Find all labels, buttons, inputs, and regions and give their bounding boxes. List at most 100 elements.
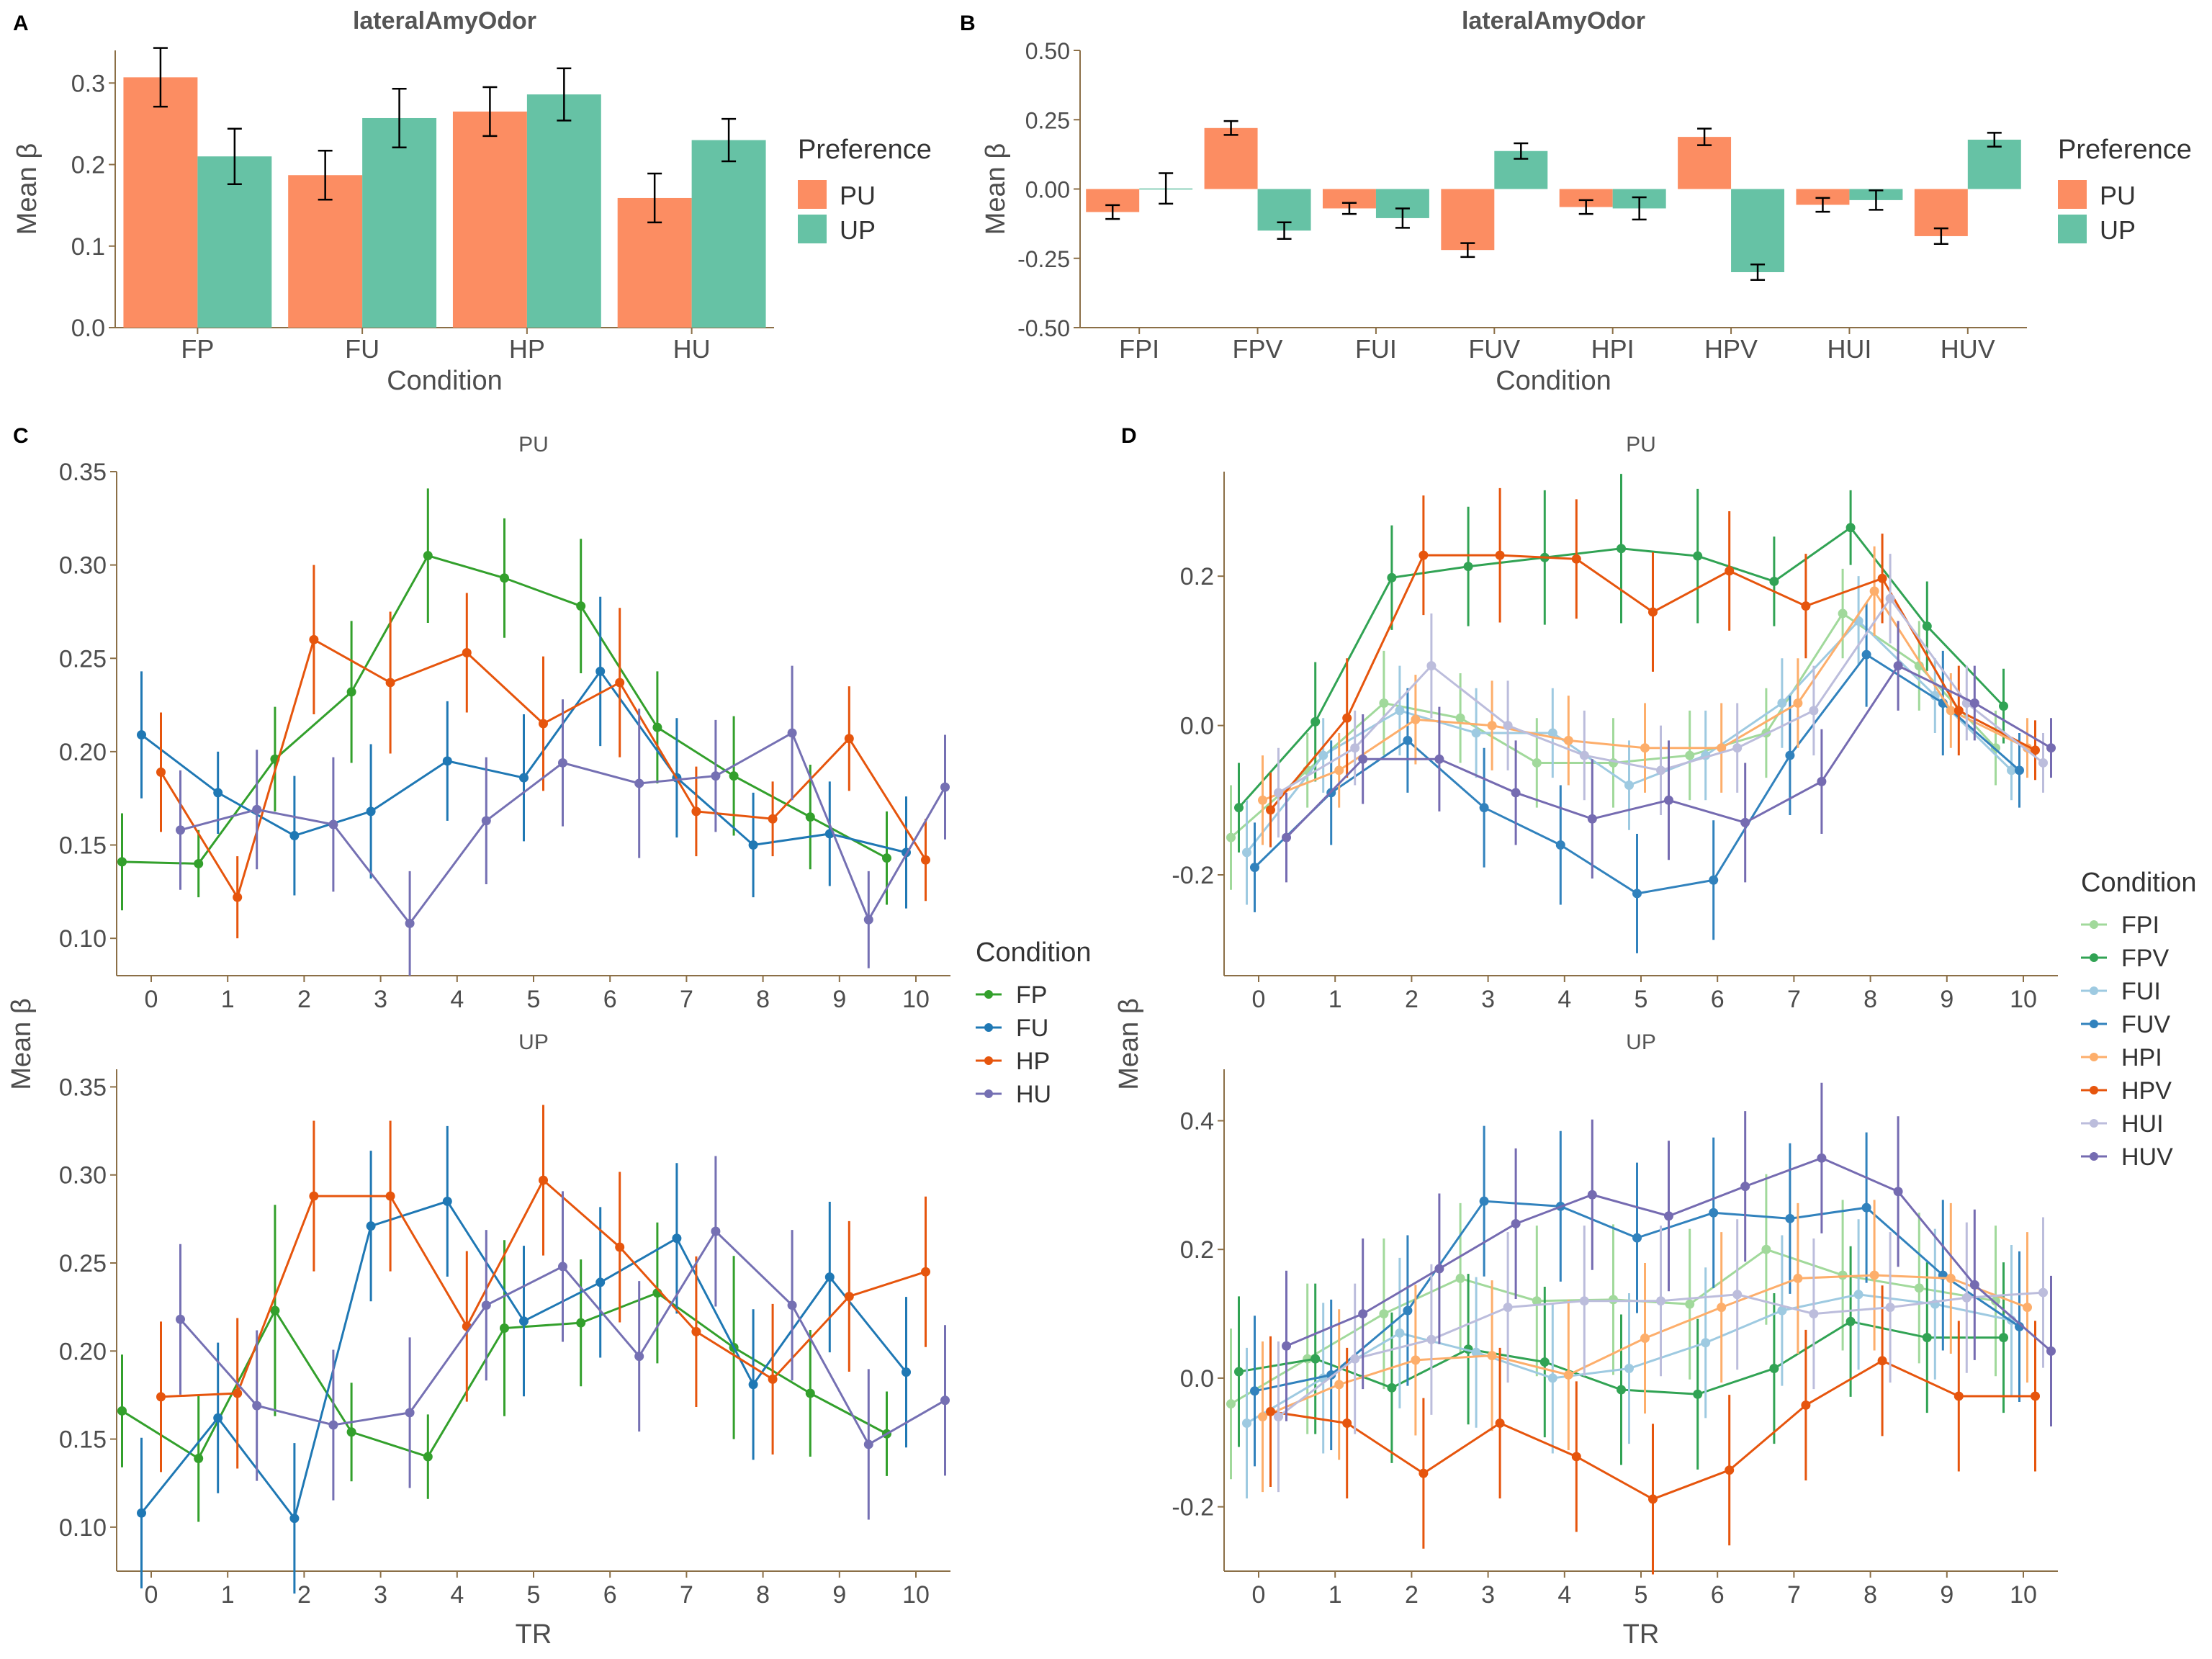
x-tick-label: 4 [1557, 986, 1571, 1013]
point-HUI [2038, 757, 2048, 768]
bar-UP-HU [691, 140, 766, 328]
legend-D-label: FPI [2121, 912, 2159, 939]
x-tick-label: 0 [145, 986, 158, 1013]
x-tick-label: 3 [374, 986, 387, 1013]
point-HUV [1664, 1211, 1673, 1221]
x-tick-label: 9 [832, 1581, 846, 1609]
chart-C-PU-ytick-label: 0.25 [59, 645, 107, 673]
x-tick-label: 6 [603, 1581, 617, 1609]
point-HPI [1258, 1412, 1267, 1422]
legend-D-label: HPI [2121, 1044, 2162, 1071]
facet-label: UP [1626, 1030, 1656, 1054]
point-FUV [1250, 863, 1259, 873]
panel-label-c: C [13, 424, 29, 448]
legend-A-label: PU [840, 181, 876, 210]
point-HP [156, 1392, 166, 1402]
x-tick-label: 10 [2010, 1581, 2037, 1609]
point-HPI [1487, 721, 1497, 731]
x-tick-label: HUI [1827, 334, 1871, 364]
legend-D-label: HPV [2121, 1077, 2172, 1105]
point-HUV [1969, 698, 1979, 708]
legend-D-key-dot-HPV [2090, 1086, 2098, 1094]
legend-D-label: FUI [2121, 978, 2161, 1005]
x-tick-label: 7 [1787, 986, 1801, 1013]
point-FP [346, 1427, 356, 1437]
point-HPI [1793, 1273, 1803, 1283]
point-HU [634, 1352, 644, 1362]
x-tick-label: 5 [527, 986, 541, 1013]
x-tick-label: 4 [450, 1581, 464, 1609]
point-FUI [1471, 1347, 1481, 1357]
x-tick-label: 2 [297, 986, 311, 1013]
chart-C-PU-ytick-label: 0.15 [59, 832, 107, 860]
x-tick-label: 7 [1787, 1581, 1801, 1609]
point-HU [787, 1300, 797, 1310]
point-FPV [1999, 701, 2008, 711]
point-FUV [1632, 1233, 1642, 1243]
point-HU [405, 918, 415, 928]
point-FPI [1226, 1399, 1236, 1409]
x-tick-label: 7 [680, 1581, 693, 1609]
point-HPV [1954, 1391, 1964, 1401]
point-HUI [1961, 1292, 1972, 1303]
chart-C-PU-ytick-label: 0.30 [59, 552, 107, 580]
point-FUI [1701, 1338, 1711, 1348]
point-HP [921, 855, 930, 865]
point-HPI [1640, 743, 1650, 753]
point-HUV [1282, 1341, 1291, 1351]
point-FU [748, 840, 758, 850]
panel-label-b: B [960, 12, 976, 35]
point-HPI [1334, 765, 1344, 775]
point-HP [768, 1374, 778, 1384]
chart-B-ytick-label: -0.25 [1017, 246, 1070, 272]
legend-D-key-dot-FUI [2090, 986, 2098, 995]
point-FUI [1930, 691, 1940, 701]
point-HPV [1342, 1418, 1352, 1428]
point-HU [940, 782, 950, 792]
point-FUV [1861, 1202, 1871, 1213]
point-FP [576, 1318, 586, 1328]
legend-D-key-dot-HUV [2090, 1152, 2098, 1161]
point-FU [366, 806, 376, 817]
point-HPV [1877, 573, 1887, 583]
point-HP [385, 1191, 395, 1201]
point-HUV [1358, 754, 1368, 764]
x-tick-label: 8 [756, 1581, 770, 1609]
point-HP [768, 814, 778, 824]
point-FUI [1547, 1373, 1557, 1383]
point-HUI [1885, 593, 1895, 603]
x-tick-label: HPI [1591, 334, 1635, 364]
point-HP [539, 719, 548, 729]
point-FP [729, 771, 739, 781]
point-FUI [1547, 728, 1557, 738]
point-HP [844, 1291, 854, 1301]
point-FUV [1403, 1305, 1413, 1316]
point-FUI [1318, 750, 1328, 760]
chart-D-UP-ytick-label: -0.2 [1172, 1494, 1214, 1521]
point-FU [442, 756, 452, 766]
point-HP [156, 767, 166, 777]
x-tick-label: 9 [1940, 986, 1954, 1013]
point-FU [213, 788, 223, 798]
legend-D-label: FPV [2121, 945, 2169, 972]
point-FU [902, 1367, 911, 1377]
x-tick-label: 8 [1863, 1581, 1877, 1609]
point-HPV [1495, 550, 1505, 560]
point-HPV [1954, 706, 1964, 716]
point-HPI [1258, 795, 1267, 805]
point-FU [442, 1196, 452, 1206]
chart-D-PU-ytick-label: 0.0 [1180, 713, 1214, 740]
panel-label-d: D [1121, 424, 1137, 448]
point-HPV [1648, 607, 1658, 617]
chart-A-ytick-label: 0.2 [71, 152, 105, 179]
chart-B-ytick-label: 0.00 [1025, 177, 1070, 203]
x-tick-label: 6 [1711, 986, 1725, 1013]
legend-C-label: HU [1016, 1081, 1051, 1108]
point-HPI [1411, 1355, 1421, 1365]
point-FP [117, 1406, 127, 1416]
point-FUI [1471, 728, 1481, 738]
x-tick-label: 0 [145, 1581, 158, 1609]
y-axis-title: Mean β [12, 143, 42, 235]
point-FP [576, 601, 586, 611]
point-FP [805, 812, 815, 822]
